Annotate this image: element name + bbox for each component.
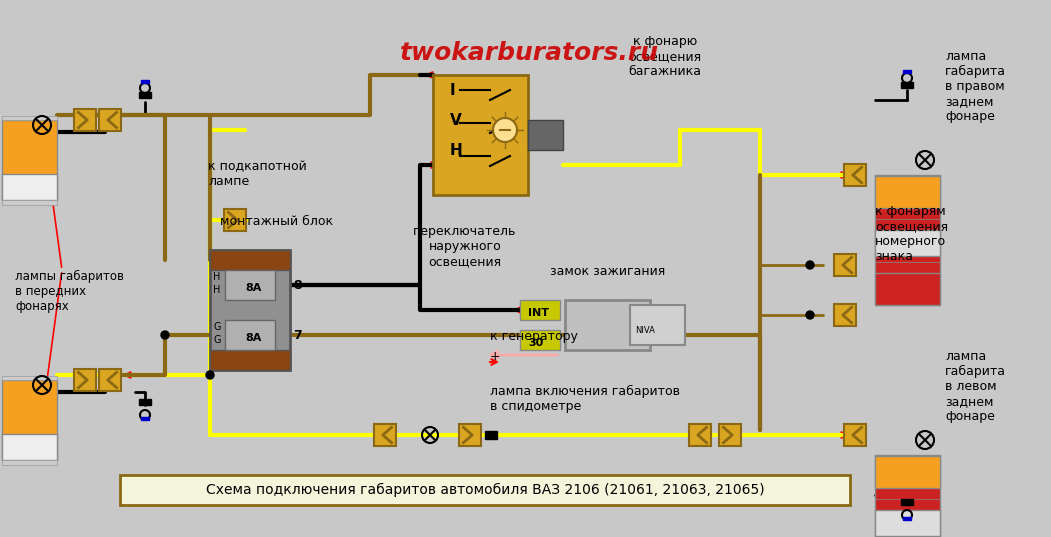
- Text: к фонарям
освещения
номерного
знака: к фонарям освещения номерного знака: [875, 205, 948, 263]
- Bar: [433, 75, 528, 195]
- Bar: [141, 417, 149, 420]
- Bar: [844, 164, 866, 186]
- Bar: [139, 399, 151, 405]
- Bar: [210, 350, 290, 370]
- Text: лампа
габарита
в правом
заднем
фонаре: лампа габарита в правом заднем фонаре: [945, 50, 1006, 123]
- Bar: [99, 109, 121, 131]
- Circle shape: [206, 371, 214, 379]
- Bar: [2, 200, 57, 205]
- Bar: [141, 80, 149, 83]
- Text: H: H: [450, 143, 462, 158]
- Bar: [2, 116, 57, 120]
- Text: к фонарю
освещения
багажника: к фонарю освещения багажника: [628, 35, 702, 78]
- Bar: [224, 209, 246, 231]
- Bar: [565, 300, 650, 350]
- Text: 30: 30: [528, 338, 543, 348]
- Text: I: I: [450, 83, 456, 98]
- Text: V: V: [450, 113, 461, 128]
- Bar: [520, 300, 560, 320]
- Bar: [485, 431, 497, 439]
- Text: лампа включения габаритов
в спидометре: лампа включения габаритов в спидометре: [490, 385, 680, 413]
- Circle shape: [493, 118, 517, 142]
- Text: 7: 7: [293, 329, 302, 342]
- Text: лампы габаритов
в передних
фонарях: лампы габаритов в передних фонарях: [15, 270, 124, 313]
- Text: монтажный блок: монтажный блок: [220, 215, 333, 228]
- Bar: [139, 92, 151, 98]
- Text: +: +: [490, 350, 500, 363]
- Bar: [903, 517, 911, 520]
- Bar: [74, 109, 96, 131]
- Bar: [875, 175, 940, 305]
- Text: Схема подключения габаритов автомобиля ВАЗ 2106 (21061, 21063, 21065): Схема подключения габаритов автомобиля В…: [206, 483, 764, 497]
- Text: H: H: [213, 285, 221, 295]
- Bar: [875, 273, 940, 305]
- Bar: [2, 434, 57, 460]
- Bar: [689, 424, 710, 446]
- Bar: [225, 320, 275, 350]
- Bar: [834, 304, 856, 326]
- Bar: [875, 510, 940, 536]
- Text: H: H: [213, 272, 221, 282]
- Bar: [120, 475, 850, 505]
- Bar: [2, 174, 57, 200]
- Text: NIVA: NIVA: [635, 326, 655, 335]
- Text: INT: INT: [528, 308, 549, 318]
- Bar: [520, 330, 560, 350]
- Text: 8: 8: [293, 279, 302, 292]
- Bar: [901, 82, 913, 88]
- Text: переключатель
наружного
освещения: переключатель наружного освещения: [413, 225, 517, 268]
- Bar: [99, 369, 121, 391]
- Bar: [459, 424, 481, 446]
- Bar: [210, 250, 290, 270]
- Bar: [630, 305, 685, 345]
- Bar: [2, 376, 57, 380]
- Bar: [74, 369, 96, 391]
- Bar: [875, 456, 940, 488]
- Text: к генератору: к генератору: [490, 330, 578, 343]
- Circle shape: [806, 261, 815, 269]
- Bar: [901, 499, 913, 505]
- Bar: [374, 424, 396, 446]
- Bar: [2, 460, 57, 465]
- Text: 8А: 8А: [245, 333, 262, 343]
- Bar: [875, 176, 940, 208]
- Text: замок зажигания: замок зажигания: [550, 265, 665, 278]
- Bar: [875, 455, 940, 537]
- Bar: [834, 254, 856, 276]
- Bar: [528, 120, 562, 150]
- Bar: [844, 424, 866, 446]
- Bar: [2, 380, 57, 460]
- Circle shape: [161, 331, 169, 339]
- Text: к подкапотной
лампе: к подкапотной лампе: [208, 160, 307, 188]
- Bar: [225, 270, 275, 300]
- Text: 8А: 8А: [245, 283, 262, 293]
- Bar: [903, 70, 911, 73]
- Bar: [2, 120, 57, 200]
- Text: twokarburators.ru: twokarburators.ru: [400, 41, 659, 65]
- Text: G: G: [213, 335, 221, 345]
- Text: лампа
габарита
в левом
заднем
фонаре: лампа габарита в левом заднем фонаре: [945, 350, 1006, 423]
- Bar: [719, 424, 741, 446]
- Bar: [210, 250, 290, 370]
- Bar: [875, 230, 940, 256]
- Text: G: G: [213, 322, 221, 332]
- Circle shape: [806, 311, 815, 319]
